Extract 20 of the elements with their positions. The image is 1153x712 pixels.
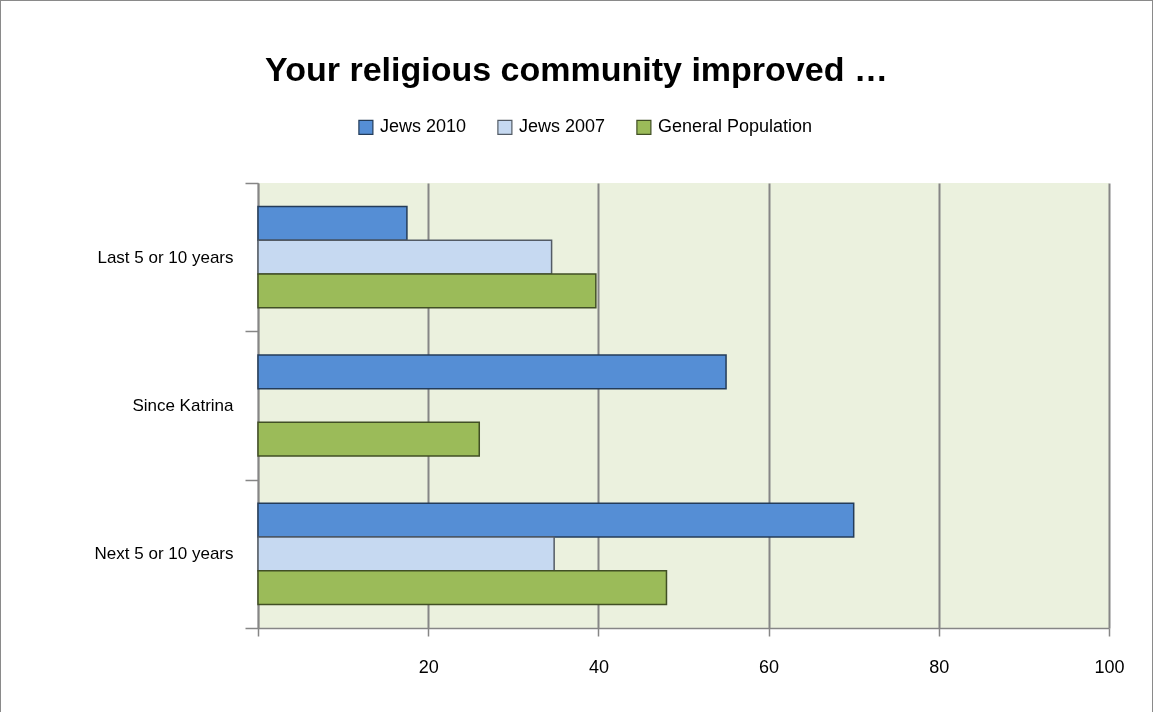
y-tick-label: Since Katrina <box>132 396 235 415</box>
y-tick-label: Last 5 or 10 years <box>97 247 234 267</box>
bar <box>257 569 668 606</box>
bar <box>257 239 553 275</box>
bar <box>257 354 727 390</box>
y-tick-label: Next 5 or 10 years <box>94 544 234 564</box>
legend-label: Jews 2007 <box>518 116 605 137</box>
x-tick-label: 100 <box>1094 656 1125 677</box>
x-tick-label: 40 <box>588 656 609 677</box>
x-tick-label: 60 <box>759 656 780 677</box>
legend-label: General Population <box>657 116 812 137</box>
bar <box>257 421 481 457</box>
bar <box>257 536 555 572</box>
bar <box>257 205 408 242</box>
legend-label: Jews 2010 <box>379 116 466 137</box>
x-tick-label: 20 <box>418 656 439 677</box>
chart-title: Your religious community improved … <box>265 50 888 88</box>
bar <box>257 502 855 538</box>
bar <box>257 273 597 309</box>
x-tick-label: 80 <box>929 656 950 677</box>
